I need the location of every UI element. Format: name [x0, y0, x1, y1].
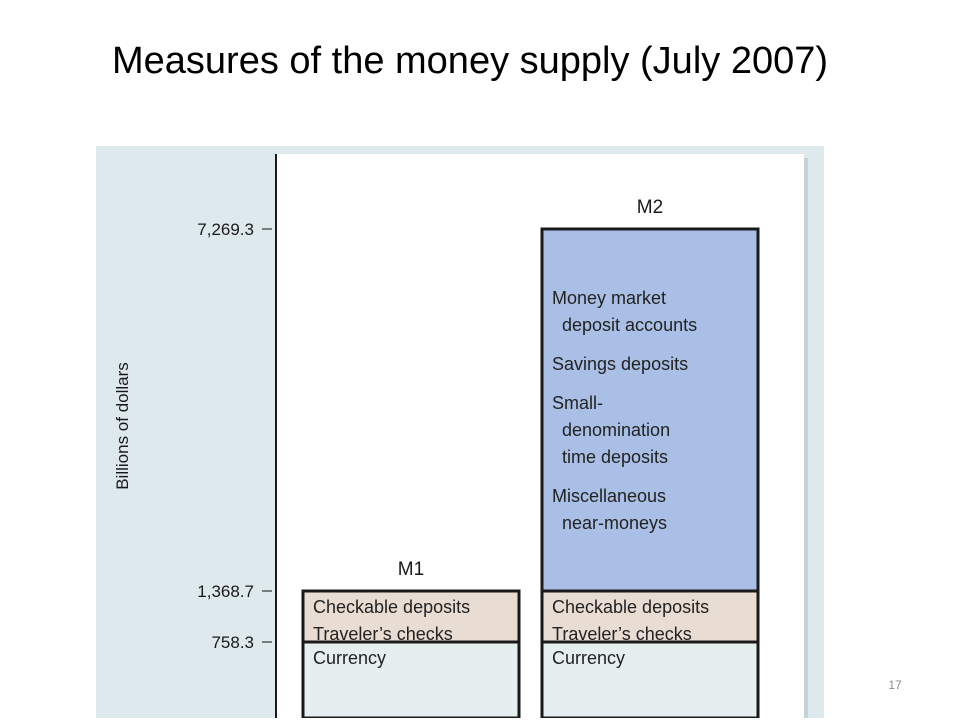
- bar-segment-label: Checkable deposits: [552, 597, 709, 617]
- y-axis-label: Billions of dollars: [113, 362, 132, 490]
- bar-segment: [540, 589, 760, 644]
- bar-segment-label: Checkable deposits: [313, 597, 470, 617]
- y-tick-label: 1,368.7: [197, 582, 254, 601]
- y-tick-label: 758.3: [211, 633, 254, 652]
- bar-segment: [301, 589, 521, 644]
- bar-segment-label: deposit accounts: [562, 315, 697, 335]
- bar-category-label: M2: [637, 197, 663, 218]
- bar-segment-label: Small-: [552, 393, 603, 413]
- bar-segment-label: Traveler’s checks: [313, 624, 453, 644]
- bar-segment-label: Miscellaneous: [552, 486, 666, 506]
- bar-segment-label: Currency: [552, 648, 625, 668]
- slide-title: Measures of the money supply (July 2007): [111, 40, 829, 82]
- page-number: 17: [888, 678, 902, 692]
- plot-area-shadow: [804, 158, 808, 718]
- chart-svg: Billions of dollars 758.3 1,368.7 7,269.3 Cu…: [96, 146, 824, 720]
- money-supply-chart: Billions of dollars 758.3 1,368.7 7,269.3 Cu…: [96, 146, 824, 720]
- y-tick-label: 7,269.3: [197, 220, 254, 239]
- bar-segment: [540, 227, 760, 593]
- bar-segment-label: Savings deposits: [552, 354, 688, 374]
- bar-category-label: M1: [398, 559, 424, 580]
- bar-segment-label: Money market: [552, 288, 666, 308]
- bar-segment-label: denomination: [562, 420, 670, 440]
- bar-segment-label: Currency: [313, 648, 386, 668]
- bar-segment-label: time deposits: [562, 447, 668, 467]
- bar-segment-label: near-moneys: [562, 513, 667, 533]
- bar-segment-label: Traveler’s checks: [552, 624, 692, 644]
